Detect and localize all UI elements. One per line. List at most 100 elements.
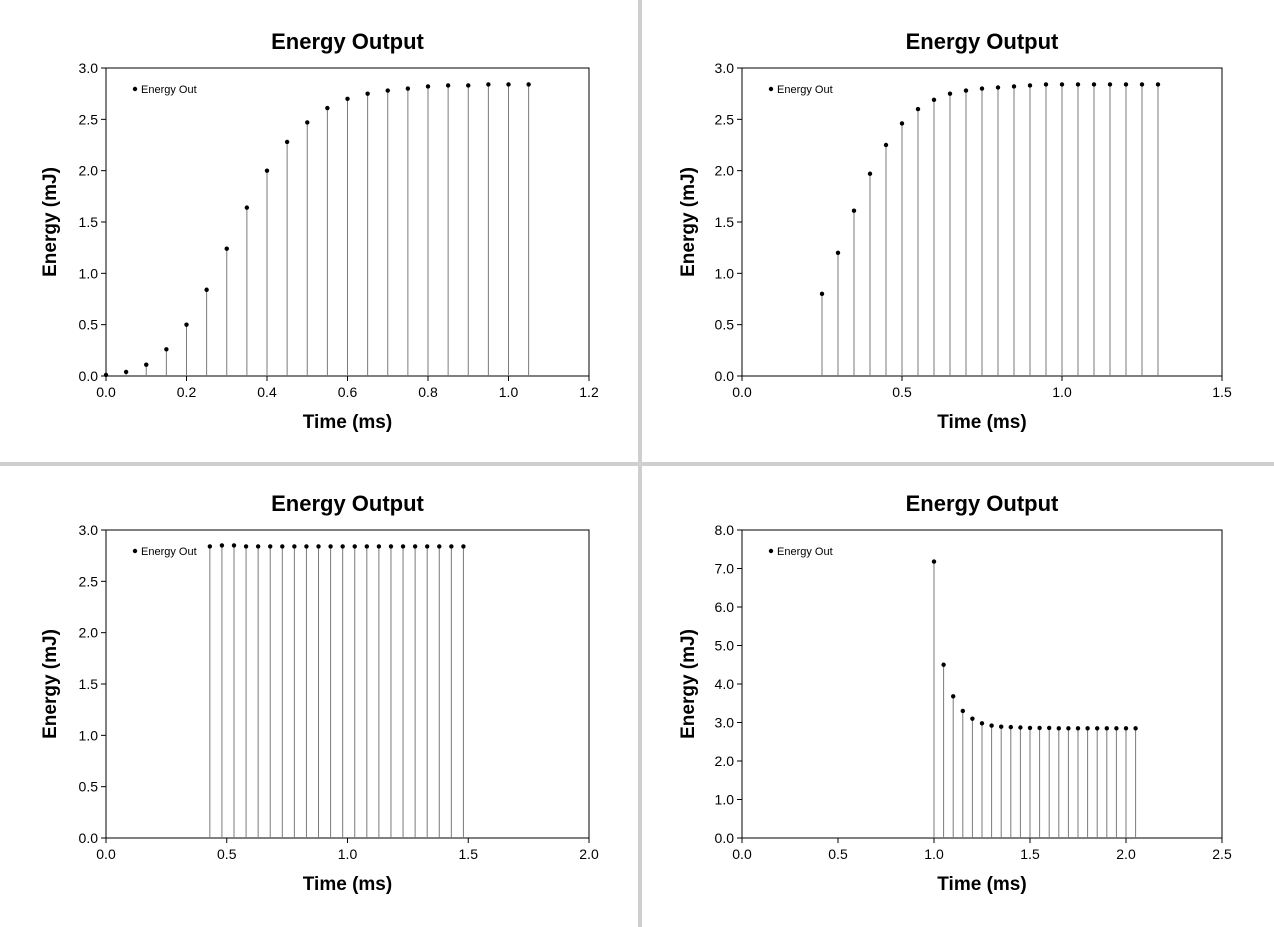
chart-svg-bottom-right: Energy Output 0.0 1.0 2.0 3.0 4.0 5.0 6.0 7.0 8.0… <box>678 491 1232 895</box>
data-point <box>819 291 825 297</box>
data-point <box>899 121 905 126</box>
data-point <box>1011 84 1017 89</box>
data-point <box>835 250 841 255</box>
chart-panel-bottom-right: Energy Output 0.0 1.0 2.0 3.0 4.0 5.0 6.0 7.0 8.0… <box>644 468 1268 922</box>
y-tick-label: 2.0 <box>79 163 99 179</box>
data-point <box>268 544 273 549</box>
legend-marker <box>768 86 774 92</box>
y-tick-label: 0.5 <box>79 779 99 795</box>
data-point <box>244 205 250 210</box>
y-tick-label: 0.5 <box>79 317 99 333</box>
chart-svg-bottom-left: Energy Output 0.0 0.5 1.0 1.5 2.0 2.5 3.0 0.0 0.5… <box>40 491 599 895</box>
y-tick-label: 8.0 <box>715 522 735 538</box>
data-point <box>1047 725 1052 731</box>
data-point <box>979 721 985 726</box>
data-point <box>1133 726 1138 731</box>
data-point <box>164 347 169 352</box>
x-tick-label: 0.2 <box>177 384 197 400</box>
chart-panel-bottom-left: Energy Output 0.0 0.5 1.0 1.5 2.0 2.5 3.0 0.0 0.5… <box>6 468 636 922</box>
data-point <box>1123 726 1129 731</box>
x-tick-label: 0.5 <box>892 384 912 400</box>
data-point <box>445 83 451 88</box>
data-point <box>989 723 994 728</box>
y-tick-label: 2.5 <box>79 111 99 127</box>
data-point <box>466 83 471 88</box>
data-point <box>364 544 370 549</box>
data-point <box>207 544 213 549</box>
data-point <box>184 322 189 327</box>
data-point <box>947 91 953 96</box>
y-tick-label: 7.0 <box>715 561 735 577</box>
data-point <box>486 82 491 87</box>
x-tick-label: 2.0 <box>1116 846 1136 862</box>
x-tick-label: 0.8 <box>418 384 438 400</box>
chart-title: Energy Output <box>906 491 1059 516</box>
data-point <box>305 120 310 125</box>
data-point <box>280 544 285 549</box>
data-point <box>103 372 109 378</box>
horizontal-divider <box>0 462 1274 466</box>
data-point <box>292 544 297 549</box>
chart-title: Energy Output <box>271 491 424 516</box>
legend-marker <box>132 548 138 554</box>
legend-label: Energy Out <box>141 546 197 558</box>
y-tick-label: 1.0 <box>715 265 735 281</box>
data-point <box>352 544 357 549</box>
data-point <box>405 86 411 91</box>
data-point <box>1155 82 1161 87</box>
data-point <box>851 208 857 213</box>
data-point <box>284 139 290 145</box>
y-tick-label: 0.0 <box>79 830 99 846</box>
y-tick-label: 0.0 <box>79 368 99 384</box>
y-axis-label: Energy (mJ) <box>678 629 699 739</box>
chart-svg-top-left: Energy Output 0.0 0.5 1.0 1.5 2.0 2.5 3.0 0.0 0.2… <box>40 29 599 433</box>
x-axis-label: Time (ms) <box>303 412 392 433</box>
data-point <box>1091 82 1097 87</box>
data-point <box>264 168 270 173</box>
y-tick-label: 1.5 <box>715 214 735 230</box>
y-tick-label: 1.5 <box>79 214 99 230</box>
data-point <box>412 544 418 549</box>
data-point <box>425 84 431 89</box>
data-point <box>461 544 466 549</box>
data-point <box>224 246 229 251</box>
x-axis-label: Time (ms) <box>937 412 1026 433</box>
x-tick-label: 1.5 <box>1020 846 1040 862</box>
chart-panel-top-right: Energy Output 0.0 0.5 1.0 1.5 2.0 2.5 3.0 0.0 0.5… <box>644 6 1268 460</box>
data-point <box>979 86 985 91</box>
data-point <box>960 708 965 714</box>
y-axis-label: Energy (mJ) <box>40 167 61 277</box>
x-tick-label: 1.0 <box>924 846 944 862</box>
data-point <box>995 85 1001 90</box>
data-point <box>1075 726 1081 731</box>
y-axis-label: Energy (mJ) <box>40 629 61 739</box>
data-point <box>1056 726 1061 731</box>
y-tick-label: 5.0 <box>715 638 735 654</box>
data-point <box>1085 726 1090 731</box>
legend-marker <box>132 86 138 92</box>
x-tick-label: 2.0 <box>579 846 599 862</box>
legend-marker <box>768 548 774 554</box>
y-tick-label: 2.0 <box>715 163 735 179</box>
legend-label: Energy Out <box>777 546 833 558</box>
data-point <box>400 544 406 549</box>
y-tick-label: 2.5 <box>715 111 735 127</box>
data-point <box>325 105 330 111</box>
data-point <box>340 544 345 549</box>
data-point <box>1139 82 1145 87</box>
data-point <box>506 82 511 87</box>
data-point <box>1095 726 1100 731</box>
y-tick-label: 3.0 <box>79 522 99 538</box>
x-tick-label: 1.0 <box>338 846 358 862</box>
data-point <box>1027 83 1033 88</box>
x-tick-label: 1.5 <box>459 846 479 862</box>
data-point <box>1018 725 1023 730</box>
chart-svg-top-right: Energy Output 0.0 0.5 1.0 1.5 2.0 2.5 3.0 0.0 0.5… <box>678 29 1232 433</box>
data-point <box>144 362 149 367</box>
x-tick-label: 0.4 <box>257 384 277 400</box>
data-point <box>963 88 969 93</box>
y-tick-label: 3.0 <box>715 60 735 76</box>
x-axis-label: Time (ms) <box>937 874 1026 895</box>
data-point <box>123 369 129 375</box>
